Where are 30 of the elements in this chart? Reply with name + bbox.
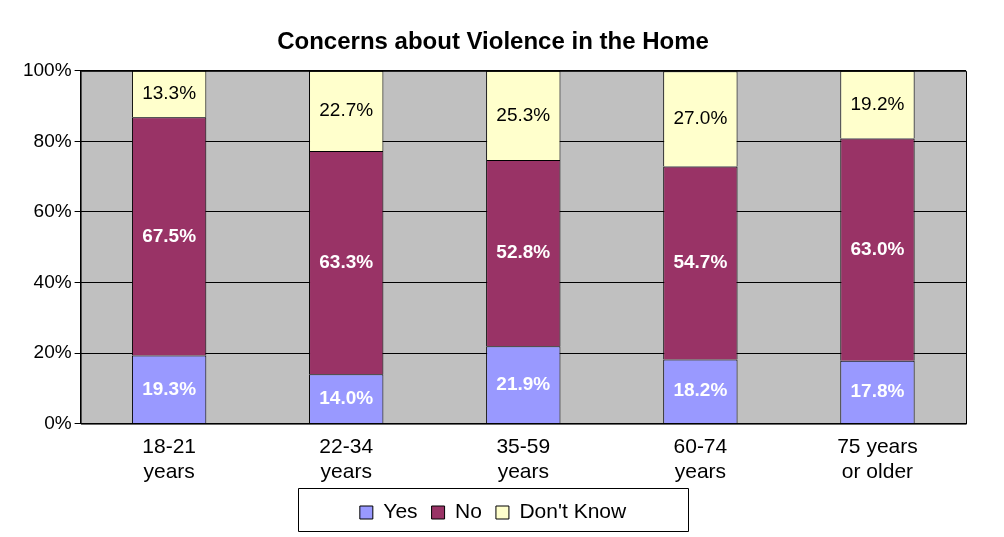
- data-label: 13.3%: [142, 82, 197, 104]
- legend-label: Yes: [383, 499, 418, 523]
- data-label: 19.3%: [142, 377, 197, 399]
- data-label: 25.3%: [496, 103, 551, 125]
- x-tick-label: 35-59 years: [496, 434, 551, 483]
- data-label: 54.7%: [673, 251, 728, 273]
- y-tick-label: 40%: [33, 270, 72, 292]
- data-label: 18.2%: [673, 379, 728, 401]
- x-tick-label: 60-74 years: [673, 434, 728, 483]
- x-tick-label: 18-21 years: [142, 434, 196, 483]
- y-tick-label: 80%: [33, 129, 72, 151]
- y-tick-label: 0%: [44, 411, 72, 433]
- data-label: 27.0%: [673, 107, 728, 129]
- data-label: 52.8%: [496, 241, 551, 263]
- data-label: 22.7%: [319, 99, 374, 121]
- data-label: 67.5%: [142, 224, 197, 246]
- data-label: 63.0%: [850, 237, 905, 259]
- chart-title: Concerns about Violence in the Home: [277, 27, 709, 55]
- legend-label: Don't Know: [519, 499, 627, 523]
- y-tick-label: 60%: [33, 200, 72, 222]
- x-tick-label: 75 years or older: [837, 434, 918, 483]
- x-tick-label: 22-34 years: [319, 434, 374, 483]
- data-label: 14.0%: [319, 386, 374, 408]
- data-label: 21.9%: [496, 372, 551, 394]
- y-tick-label: 100%: [22, 59, 72, 81]
- data-label: 63.3%: [319, 250, 374, 272]
- legend-label: No: [455, 499, 482, 523]
- y-tick-label: 20%: [33, 341, 72, 363]
- data-label: 19.2%: [850, 92, 905, 114]
- data-label: 17.8%: [850, 380, 905, 402]
